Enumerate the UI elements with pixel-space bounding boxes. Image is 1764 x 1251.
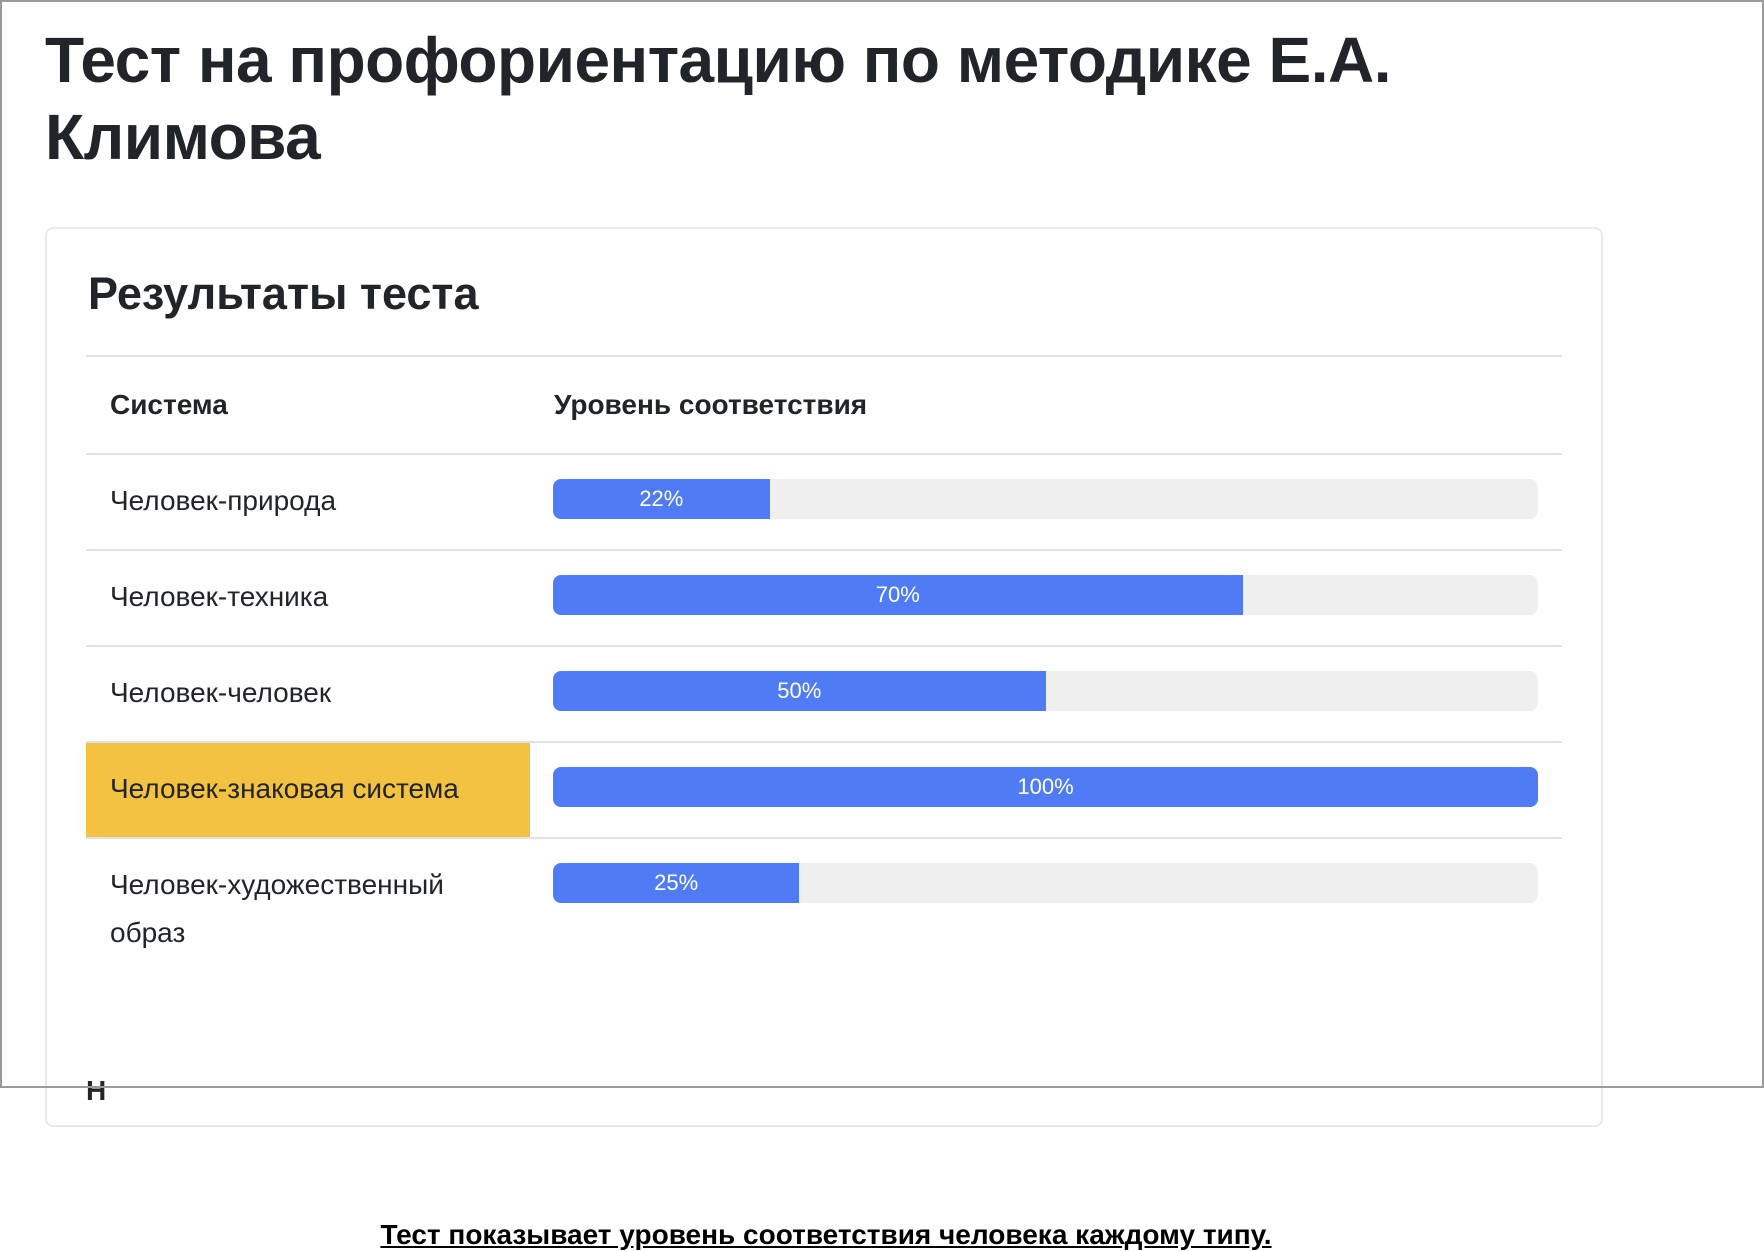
progress-bar: 70%: [553, 575, 1243, 615]
table-row: Человек-художественный образ 25%: [86, 837, 1562, 981]
results-card: Результаты теста Система Уровень соответ…: [45, 227, 1603, 1250]
table-row-highlighted: Человек-знаковая система 100%: [86, 741, 1562, 838]
progress-track: 50%: [553, 671, 1538, 711]
system-name: Человек-техника: [86, 549, 530, 646]
progress-bar: 50%: [553, 671, 1046, 711]
progress-track: 25%: [553, 863, 1538, 903]
results-heading: Результаты теста: [88, 268, 479, 319]
system-name: Человек-природа: [86, 453, 530, 550]
system-name: Человек-художественный образ: [86, 837, 530, 981]
cutoff-text: Н: [86, 1075, 107, 1106]
page: Тест на профориентацию по методике Е.А. …: [45, 24, 1603, 1250]
system-name-highlighted: Человек-знаковая система: [86, 741, 530, 838]
progress-track: 22%: [553, 479, 1538, 519]
results-table: Система Уровень соответствия Человек-при…: [86, 355, 1562, 981]
progress-track: 100%: [553, 767, 1538, 807]
table-row: Человек-техника 70%: [86, 549, 1562, 646]
progress-bar: 100%: [553, 767, 1538, 807]
column-header-level: Уровень соответствия: [530, 355, 1562, 454]
table-header-row: Система Уровень соответствия: [86, 355, 1562, 454]
progress-bar: 25%: [553, 863, 800, 903]
page-title: Тест на профориентацию по методике Е.А. …: [45, 24, 1391, 173]
table-row: Человек-природа 22%: [86, 453, 1562, 550]
footnote: Тест показывает уровень соответствия чел…: [380, 1219, 1272, 1250]
progress-track: 70%: [553, 575, 1538, 615]
column-header-system: Система: [86, 355, 530, 454]
table-row: Человек-человек 50%: [86, 645, 1562, 742]
progress-bar: 22%: [553, 479, 770, 519]
system-name: Человек-человек: [86, 645, 530, 742]
